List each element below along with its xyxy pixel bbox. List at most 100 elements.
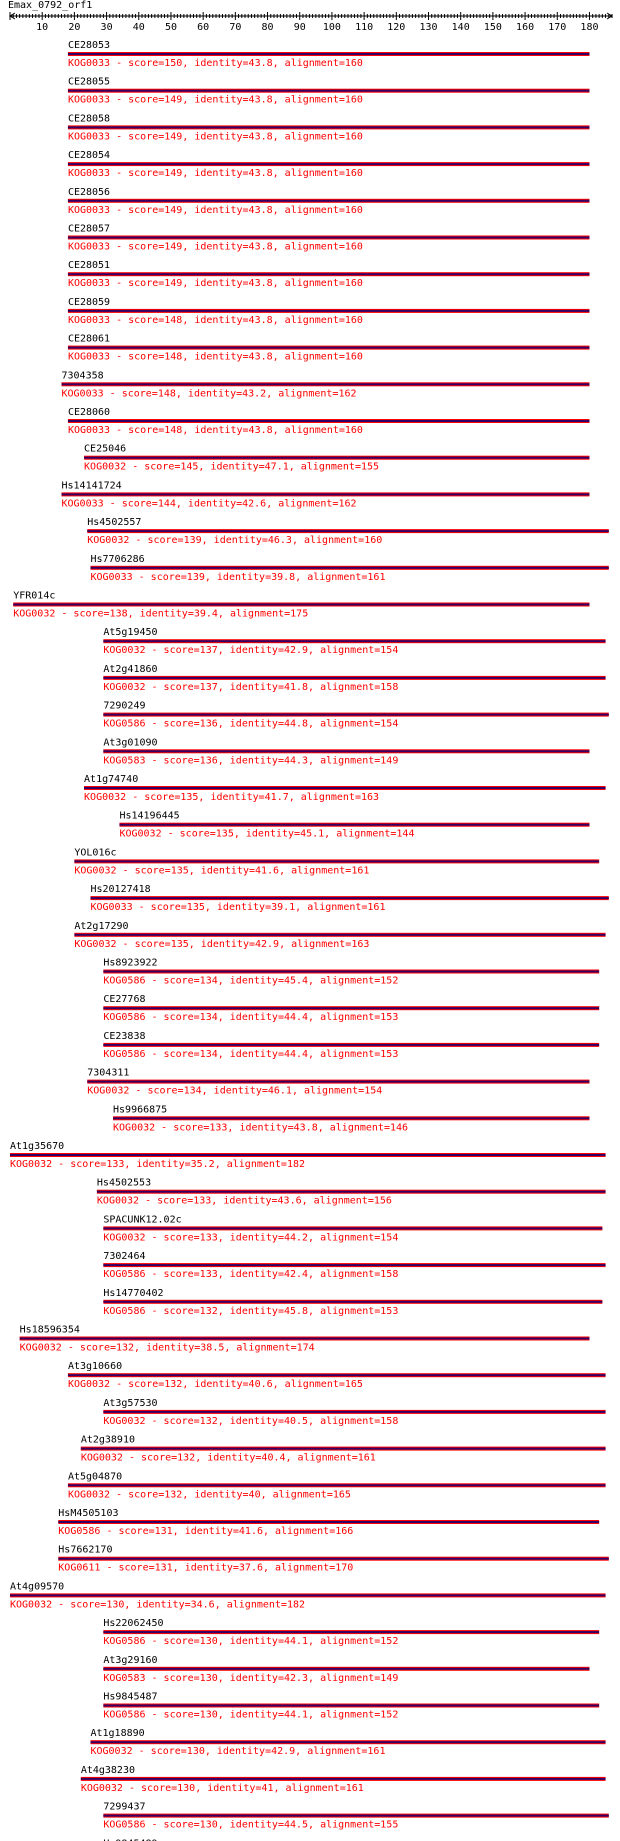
hit-label: Hs14141724	[62, 480, 122, 491]
hit-bar	[58, 1557, 609, 1560]
alignment-row: CE28061 KOG0033 - score=148, identity=43.…	[67, 334, 590, 363]
ruler-tick-label: 20	[68, 22, 80, 33]
alignment-row: Hs14196445 KOG0032 - score=135, identity=…	[119, 811, 590, 840]
hit-description: KOG0032 - score=130, identity=41, alignm…	[81, 1783, 364, 1794]
ruler-tick-label: 150	[484, 22, 502, 33]
hit-label: YOL016c	[74, 847, 116, 858]
ruler-axis: 10 20 30 40 50 60 70 80 90 100 110 120 130 140 150 160 1…	[9, 12, 613, 33]
hit-bar	[67, 163, 590, 166]
ruler-tick-label: 60	[197, 22, 209, 33]
hit-label: CE28056	[68, 187, 110, 198]
hit-description: KOG0586 - score=134, identity=44.4, alig…	[103, 1012, 398, 1023]
hit-bar	[103, 640, 606, 643]
hit-description: KOG0032 - score=138, identity=39.4, alig…	[13, 609, 308, 620]
ruler-tick-label: 170	[548, 22, 566, 33]
hit-bar	[90, 1741, 606, 1744]
hit-label: Hs18596354	[20, 1325, 80, 1336]
hit-description: KOG0032 - score=135, identity=42.9, alig…	[74, 939, 369, 950]
hit-bar	[103, 1704, 600, 1707]
hit-description: KOG0586 - score=134, identity=44.4, alig…	[103, 1049, 398, 1060]
hit-description: KOG0586 - score=130, identity=44.5, alig…	[103, 1820, 398, 1831]
hit-description: KOG0033 - score=148, identity=43.2, alig…	[62, 388, 357, 399]
hit-label: CE28061	[68, 334, 110, 345]
alignment-row: At5g04870 KOG0032 - score=132, identity=4…	[67, 1471, 606, 1500]
hit-bar	[58, 1521, 600, 1523]
hit-description: KOG0586 - score=130, identity=44.1, alig…	[103, 1636, 398, 1647]
hit-description: KOG0033 - score=149, identity=43.8, alig…	[68, 205, 363, 216]
alignment-row: Hs14141724 KOG0033 - score=144, identity=…	[61, 480, 590, 509]
hit-label: Hs4502553	[97, 1178, 151, 1189]
alignment-row: CE28057 KOG0033 - score=149, identity=43.…	[67, 224, 590, 253]
alignment-row: At2g17290 KOG0032 - score=135, identity=4…	[74, 921, 606, 950]
hit-bar	[96, 1190, 606, 1193]
alignment-row: At4g38230 KOG0032 - score=130, identity=4…	[80, 1765, 606, 1794]
hit-bar	[103, 1007, 600, 1010]
ruler-tick-label: 140	[452, 22, 470, 33]
hit-description: KOG0586 - score=136, identity=44.8, alig…	[103, 719, 398, 730]
hit-description: KOG0032 - score=137, identity=42.9, alig…	[103, 645, 398, 656]
hit-bar	[103, 713, 609, 716]
hit-label: Hs9966875	[113, 1104, 167, 1115]
hit-label: Hs8923922	[103, 958, 157, 969]
hit-label: CE28054	[68, 150, 110, 161]
hit-bar	[61, 383, 590, 386]
hit-label: 7299437	[103, 1802, 145, 1813]
alignment-row: Hs7706286 KOG0033 - score=139, identity=3…	[90, 554, 609, 583]
alignment-row: CE28058 KOG0033 - score=149, identity=43.…	[67, 113, 590, 142]
hit-bar	[67, 346, 590, 349]
hit-label: 7290249	[103, 701, 145, 712]
alignment-row: 7302464 KOG0586 - score=133, identity=42.…	[103, 1251, 606, 1280]
hit-label: 7302464	[103, 1251, 145, 1262]
ruler-tick-label: 50	[165, 22, 177, 33]
hit-description: KOG0032 - score=145, identity=47.1, alig…	[84, 462, 379, 473]
hit-bar	[103, 676, 606, 679]
hit-label: At1g35670	[10, 1141, 64, 1152]
hit-label: YFR014c	[13, 591, 55, 602]
hit-bar	[67, 89, 590, 92]
hit-label: At5g04870	[68, 1471, 122, 1482]
hit-description: KOG0586 - score=130, identity=44.1, alig…	[103, 1710, 398, 1721]
alignment-row: CE28054 KOG0033 - score=149, identity=43.…	[67, 150, 590, 179]
hit-label: At4g38230	[81, 1765, 135, 1776]
hit-description: KOG0033 - score=148, identity=43.8, alig…	[68, 315, 363, 326]
hit-label: At5g19450	[103, 627, 157, 638]
alignment-rows: CE28053 KOG0033 - score=150, identity=43.…	[10, 40, 609, 1841]
hit-description: KOG0586 - score=133, identity=42.4, alig…	[103, 1269, 398, 1280]
hit-description: KOG0032 - score=132, identity=40.4, alig…	[81, 1453, 376, 1464]
hit-description: KOG0033 - score=149, identity=43.8, alig…	[68, 278, 363, 289]
hit-label: CE23838	[103, 1031, 145, 1042]
hit-bar	[87, 530, 609, 533]
ruler-tick-label: 40	[133, 22, 145, 33]
hit-label: 7304358	[62, 370, 104, 381]
hit-label: CE28059	[68, 297, 110, 308]
hit-label: Hs7706286	[90, 554, 144, 565]
ruler-tick-label: 180	[580, 22, 598, 33]
hit-bar	[119, 823, 590, 826]
hit-label: Hs22062450	[103, 1618, 163, 1629]
ruler-tick-label: 30	[101, 22, 113, 33]
hit-description: KOG0032 - score=135, identity=41.6, alig…	[74, 865, 369, 876]
hit-bar	[103, 1631, 600, 1634]
hit-bar	[67, 1484, 606, 1487]
alignment-row: CE28059 KOG0033 - score=148, identity=43.…	[67, 297, 590, 326]
hit-bar	[67, 126, 590, 129]
hit-bar	[10, 1154, 606, 1156]
hit-label: CE27768	[103, 994, 145, 1005]
hit-label: At3g57530	[103, 1398, 157, 1409]
hit-label: At3g10660	[68, 1361, 122, 1372]
ruler-tick-label: 10	[36, 22, 48, 33]
alignment-row: Hs9966875 KOG0032 - score=133, identity=4…	[113, 1104, 590, 1133]
hit-label: CE28055	[68, 77, 110, 88]
hit-description: KOG0033 - score=149, identity=43.8, alig…	[68, 242, 363, 253]
hit-description: KOG0586 - score=132, identity=45.8, alig…	[103, 1306, 398, 1317]
alignment-row: At3g10660 KOG0032 - score=132, identity=4…	[67, 1361, 606, 1390]
alignment-row: HsM4505103 KOG0586 - score=131, identity=…	[58, 1508, 600, 1537]
hit-label: At1g18890	[90, 1728, 144, 1739]
hit-label: Hs7662170	[58, 1545, 112, 1556]
hit-description: KOG0033 - score=149, identity=43.8, alig…	[68, 95, 363, 106]
ruler-tick-label: 160	[516, 22, 534, 33]
alignment-row: YOL016c KOG0032 - score=135, identity=41.…	[74, 847, 600, 876]
hit-bar	[90, 897, 609, 900]
hit-description: KOG0032 - score=134, identity=46.1, alig…	[87, 1086, 382, 1097]
alignment-row: 7299437 KOG0586 - score=130, identity=44.…	[103, 1802, 609, 1831]
